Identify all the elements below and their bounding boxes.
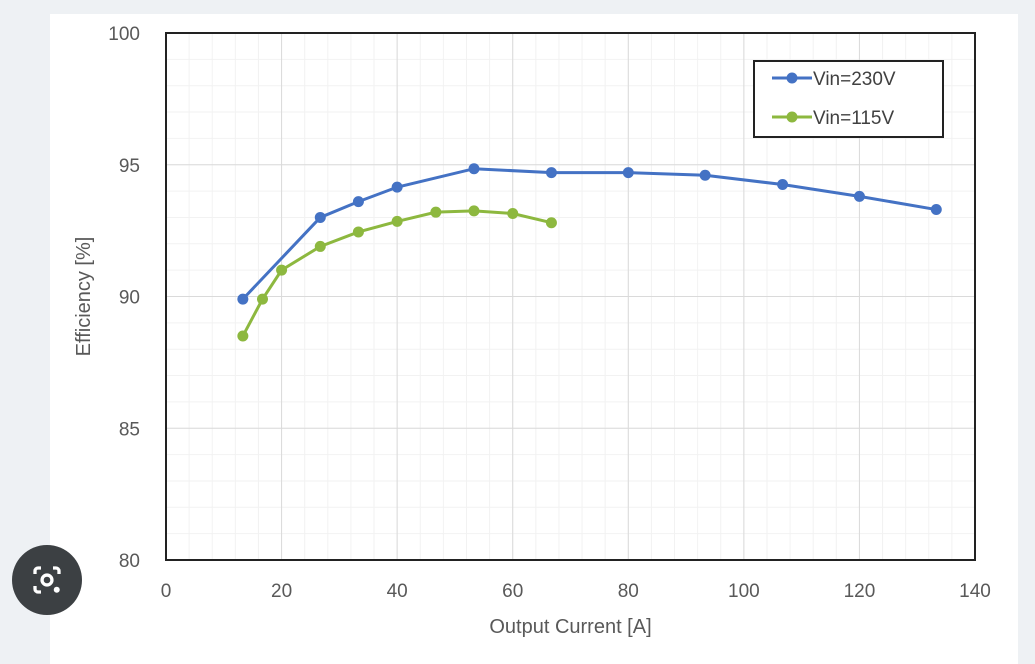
data-point (391, 181, 403, 193)
x-tick-label: 60 (502, 581, 523, 602)
series-line-1 (241, 209, 552, 337)
legend-marker (786, 72, 798, 84)
y-tick-label: 90 (119, 288, 140, 309)
data-point (507, 207, 519, 219)
legend-label: Vin=115V (813, 108, 895, 129)
x-tick-label: 140 (959, 581, 991, 602)
plot-area-border (165, 32, 976, 561)
data-point (237, 293, 249, 305)
y-tick-label: 80 (119, 551, 140, 572)
data-point (257, 293, 269, 305)
data-point (237, 330, 249, 342)
y-axis-label: Efficiency [%] (73, 237, 95, 357)
data-point (314, 240, 326, 252)
data-point (545, 217, 557, 229)
x-tick-label: 80 (618, 581, 639, 602)
data-point (853, 190, 865, 202)
legend-marker (786, 111, 798, 123)
y-tick-label: 85 (119, 419, 140, 440)
data-point (622, 167, 634, 179)
data-point (699, 169, 711, 181)
data-point (468, 205, 480, 217)
x-tick-label: 0 (161, 581, 172, 602)
data-point (352, 196, 364, 208)
x-tick-label: 120 (844, 581, 876, 602)
data-point (930, 204, 942, 216)
data-point (545, 167, 557, 179)
lens-search-button[interactable] (12, 545, 82, 615)
legend-box (753, 60, 944, 138)
data-point (352, 226, 364, 238)
data-point (777, 179, 789, 191)
camera-search-icon (33, 566, 61, 594)
x-axis-label: Output Current [A] (489, 616, 651, 638)
series-line-0 (241, 167, 937, 301)
data-point (391, 215, 403, 227)
y-tick-label: 95 (119, 156, 140, 177)
data-point (430, 206, 442, 218)
legend-label: Vin=230V (813, 69, 896, 90)
page-background (1018, 0, 1035, 664)
x-tick-label: 40 (387, 581, 408, 602)
x-tick-label: 20 (271, 581, 292, 602)
y-tick-label: 100 (108, 24, 140, 45)
data-point (276, 264, 288, 276)
data-point (468, 163, 480, 175)
x-tick-label: 100 (728, 581, 760, 602)
data-point (314, 211, 326, 223)
